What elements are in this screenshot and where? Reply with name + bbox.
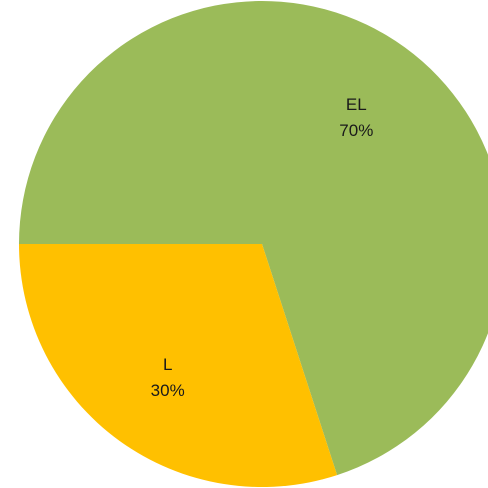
pie-labels: EL 70% L 30%: [151, 95, 374, 400]
slice-label-l: L: [163, 355, 172, 374]
slice-value-el: 70%: [339, 121, 373, 140]
pie-slices: [19, 1, 488, 488]
pie-slice-el: [19, 1, 488, 476]
pie-slice-l: [19, 244, 338, 488]
slice-label-el: EL: [346, 95, 367, 114]
slice-value-l: 30%: [151, 381, 185, 400]
